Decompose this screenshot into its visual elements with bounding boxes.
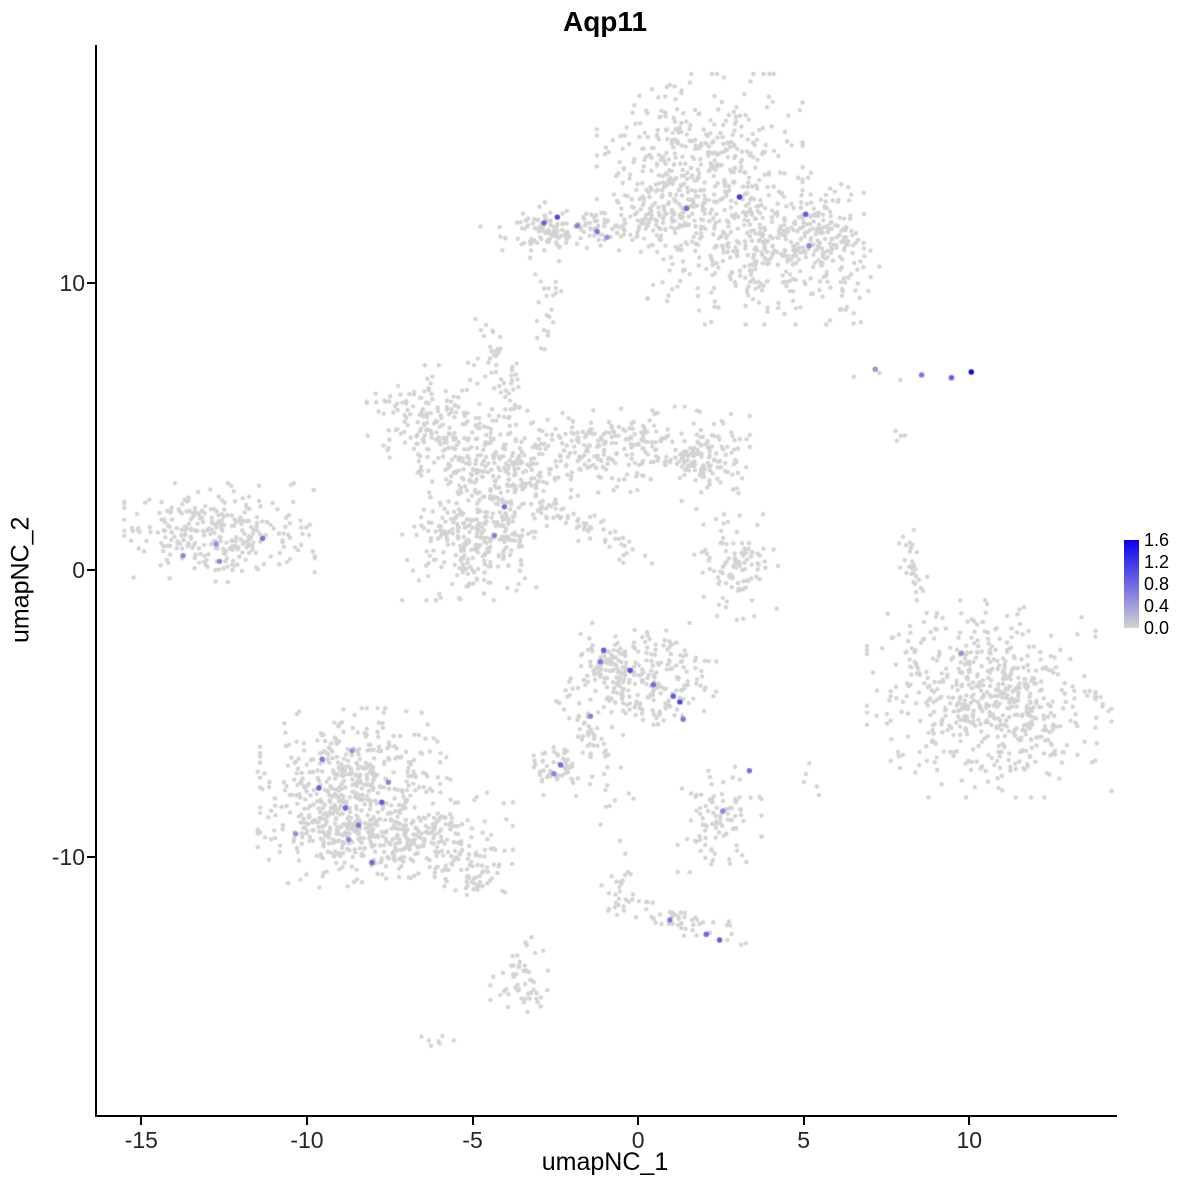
legend-tick-label: 1.2 — [1144, 552, 1170, 572]
x-tick-mark — [968, 1117, 971, 1125]
x-tick-label: -5 — [462, 1127, 483, 1153]
y-tick-mark — [87, 855, 95, 858]
x-tick-label: 10 — [956, 1127, 983, 1153]
y-tick-label: 0 — [72, 556, 85, 583]
x-tick-mark — [471, 1117, 474, 1125]
x-tick-mark — [305, 1117, 308, 1125]
x-tick-mark — [140, 1117, 143, 1125]
y-tick-mark — [87, 568, 95, 571]
legend-tick-label: 0.8 — [1144, 574, 1170, 594]
x-axis-label: umapNC_1 — [541, 1148, 669, 1176]
x-tick-label: -10 — [290, 1127, 324, 1153]
plot-area — [95, 45, 1117, 1117]
x-tick-label: -15 — [124, 1127, 158, 1153]
y-tick-label: 10 — [59, 270, 85, 297]
colorbar-labels: 1.6 1.2 0.8 0.4 0.0 — [1144, 531, 1196, 637]
y-tick-label: -10 — [51, 843, 85, 870]
colorbar-legend: 1.6 1.2 0.8 0.4 0.0 — [1124, 531, 1200, 637]
legend-tick-label: 1.6 — [1144, 530, 1170, 550]
y-tick-mark — [87, 282, 95, 285]
x-tick-label: 5 — [797, 1127, 811, 1153]
umap-scatter-canvas — [97, 45, 1117, 1115]
chart-title: Aqp11 — [562, 6, 648, 37]
legend-tick-label: 0.4 — [1144, 596, 1170, 616]
x-tick-label: 0 — [631, 1127, 645, 1153]
x-tick-mark — [637, 1117, 640, 1125]
colorbar-gradient — [1124, 540, 1139, 628]
legend-tick-label: 0.0 — [1144, 618, 1170, 638]
x-tick-mark — [802, 1117, 805, 1125]
